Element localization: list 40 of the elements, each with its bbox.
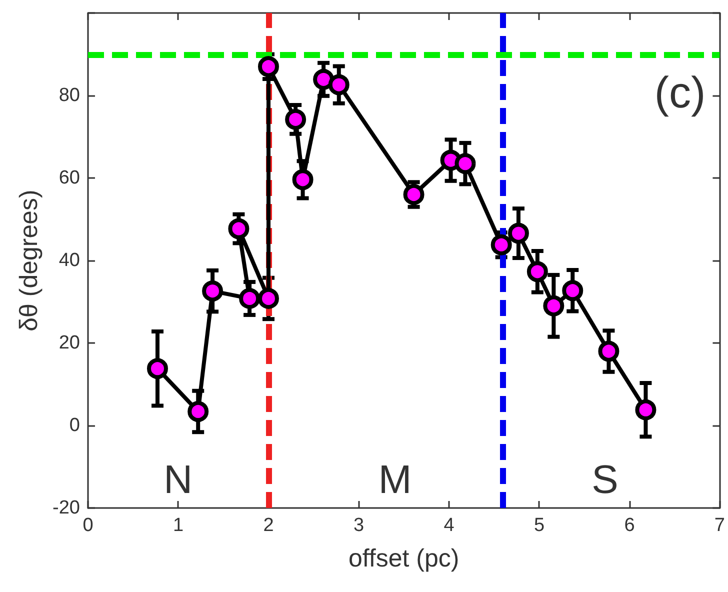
point <box>202 280 224 302</box>
y-tick-label: 80 <box>58 85 80 106</box>
y-tick-label: 0 <box>69 415 80 436</box>
annotation: M <box>378 458 412 502</box>
y-tick-label: -20 <box>52 498 80 518</box>
x-tick-label: 5 <box>534 515 545 536</box>
point <box>258 288 279 309</box>
point <box>239 288 260 309</box>
y-tick-label: 60 <box>58 168 80 188</box>
point <box>328 74 350 96</box>
point <box>562 280 584 302</box>
x-tick-label: 4 <box>444 515 455 536</box>
point <box>598 340 620 362</box>
point <box>508 222 529 244</box>
annotation: (c) <box>654 68 706 118</box>
y-axis-title: δθ (degrees) <box>15 190 44 332</box>
point <box>292 169 314 190</box>
x-tick-label: 6 <box>624 515 635 536</box>
x-tick-label: 7 <box>714 515 726 536</box>
x-axis-title: offset (pc) <box>348 544 460 572</box>
x-tick-label: 3 <box>353 515 364 536</box>
point <box>543 295 564 316</box>
point <box>526 261 548 282</box>
y-tick-label: 20 <box>58 332 80 354</box>
annotation: N <box>164 458 192 502</box>
point <box>403 184 424 205</box>
point <box>147 358 168 380</box>
point <box>454 153 476 174</box>
point <box>188 400 209 422</box>
point <box>490 234 512 256</box>
point <box>285 108 306 130</box>
point <box>228 218 250 240</box>
x-tick-label: 0 <box>82 515 94 536</box>
point <box>258 56 279 78</box>
x-tick-label: 1 <box>172 515 184 536</box>
point <box>313 68 334 90</box>
x-tick-label: 2 <box>263 515 274 536</box>
y-tick-label: 40 <box>58 250 80 271</box>
annotation: S <box>592 458 618 502</box>
point <box>635 399 656 420</box>
